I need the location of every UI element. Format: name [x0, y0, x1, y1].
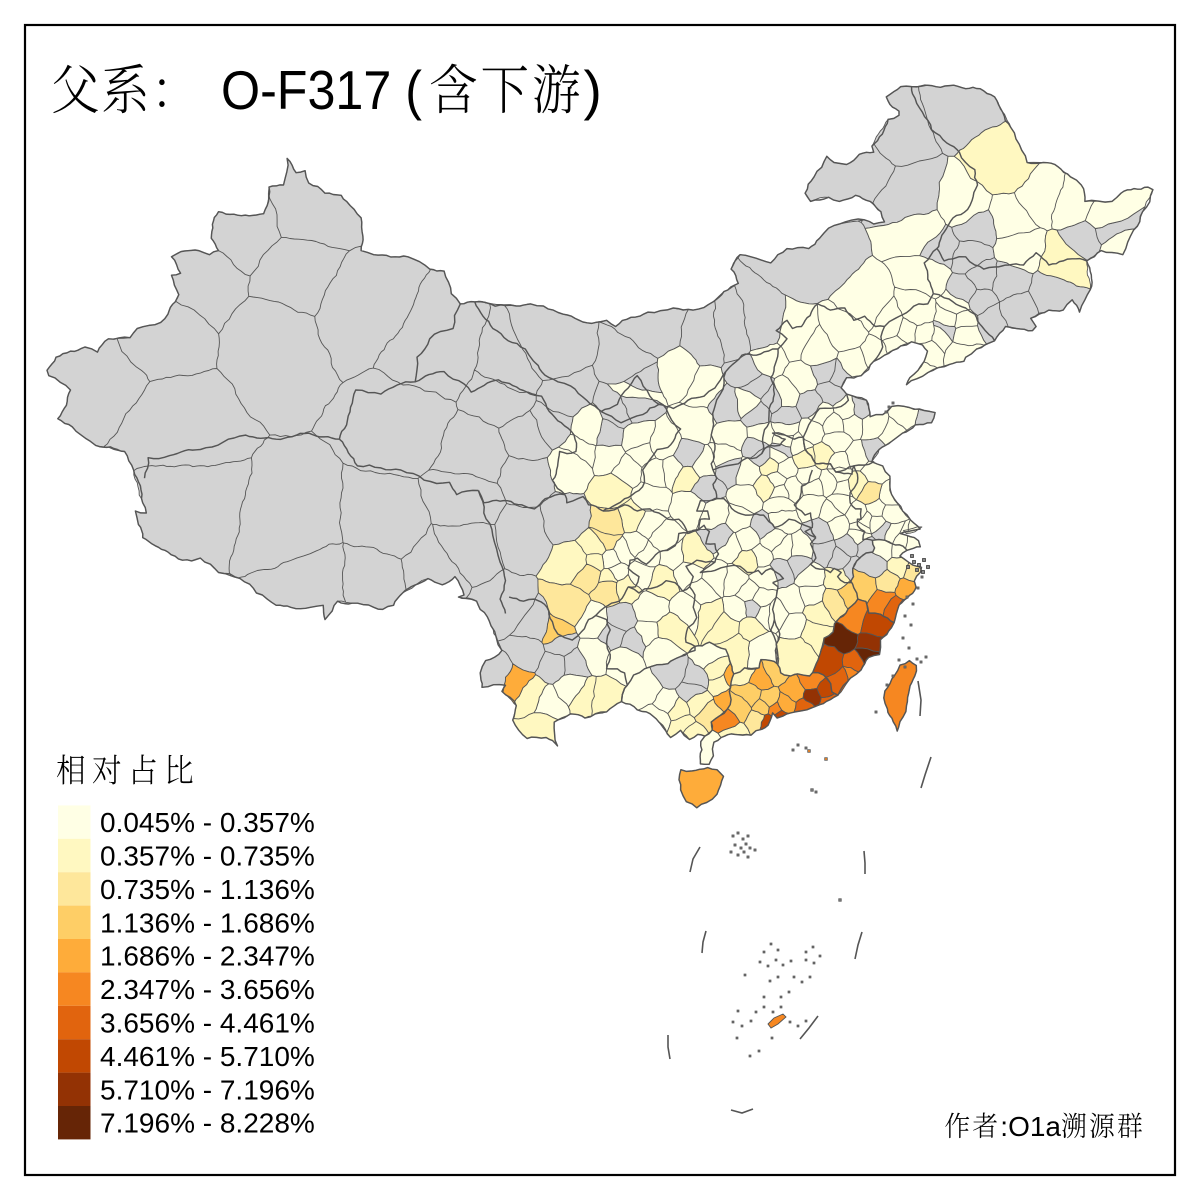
svg-text:0.735% - 1.136%: 0.735% - 1.136% [100, 874, 315, 905]
svg-text:5.710% - 7.196%: 5.710% - 7.196% [100, 1074, 315, 1105]
svg-text:0.357% - 0.735%: 0.357% - 0.735% [100, 841, 315, 872]
svg-text:O-F317 (: O-F317 ( [221, 59, 422, 121]
svg-text:0.045% - 0.357%: 0.045% - 0.357% [100, 807, 315, 838]
svg-text:): ) [584, 59, 602, 121]
svg-text:1.136% - 1.686%: 1.136% - 1.686% [100, 907, 315, 938]
svg-text:2.347% - 3.656%: 2.347% - 3.656% [100, 974, 315, 1005]
svg-text:1.686% - 2.347%: 1.686% - 2.347% [100, 941, 315, 972]
svg-text:4.461% - 5.710%: 4.461% - 5.710% [100, 1041, 315, 1072]
svg-text:3.656% - 4.461%: 3.656% - 4.461% [100, 1008, 315, 1039]
svg-text::O1a: :O1a [1000, 1111, 1061, 1142]
svg-text:7.196% - 8.228%: 7.196% - 8.228% [100, 1108, 315, 1139]
